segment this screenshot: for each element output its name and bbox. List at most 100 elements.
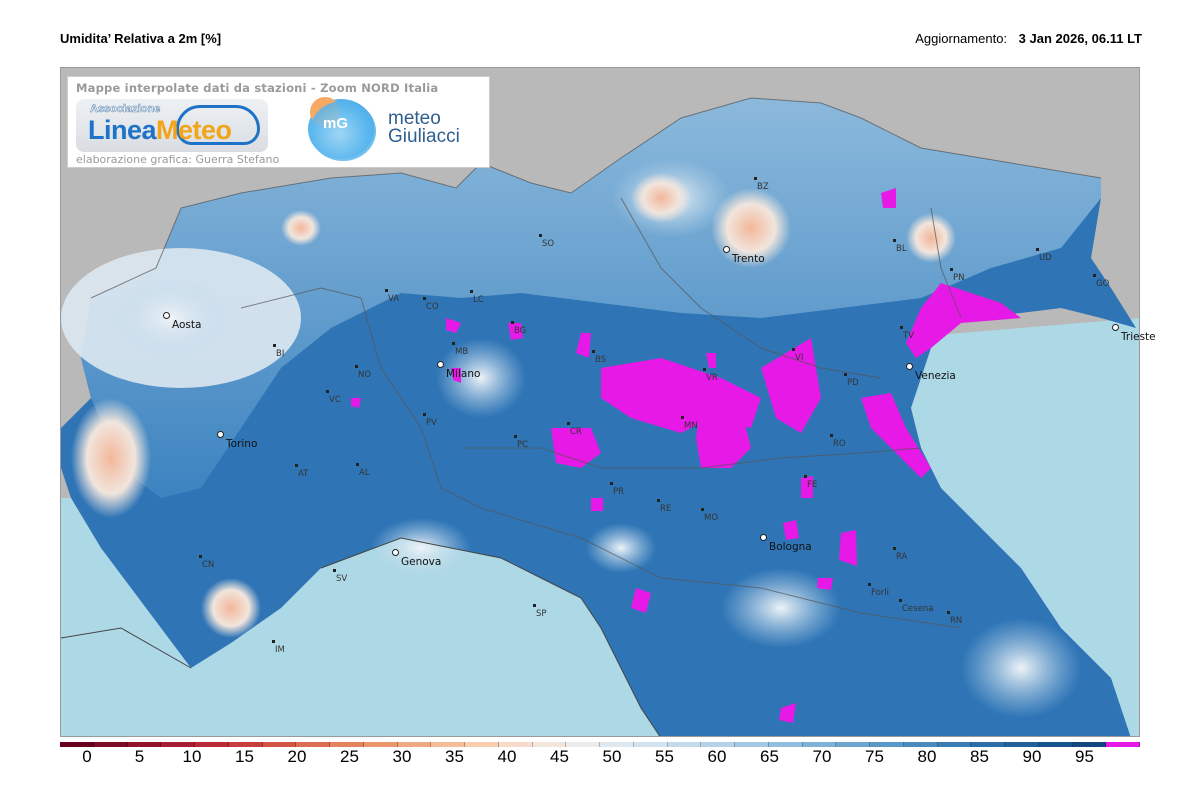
city-label: Trieste [1121,331,1156,343]
colorbar-tick-label: 85 [970,747,989,766]
colorbar-segment [802,742,837,747]
city-label: Milano [446,368,481,380]
saturated-zones [351,188,1021,723]
mg-line2: Giuliacci [388,126,460,147]
colorbar-segment [903,742,938,747]
province-label: PC [517,440,529,450]
colorbar-segment [127,742,162,747]
colorbar [60,742,1140,747]
province-marker-icon [830,434,833,437]
colorbar-tick-label: 55 [655,747,674,766]
province-label: GO [1096,279,1110,289]
province-marker-icon [273,344,276,347]
province-marker-icon [950,268,953,271]
logo-name: LineaMeteo [88,115,232,146]
colorbar-tick-label: 20 [287,747,307,766]
province-marker-icon [511,321,514,324]
province-label: BI [276,349,285,359]
province-marker-icon [681,416,684,419]
province-label: MN [684,421,698,431]
province-marker-icon [356,463,359,466]
city-marker-icon [723,246,730,253]
colorbar-segment [1005,742,1039,747]
colorbar-segment [870,742,904,747]
logo-assoc-text: Associazione [90,103,161,116]
colorbar-tick-label: 75 [865,747,884,766]
province-marker-icon [899,599,902,602]
mg-wordmark: meteo Giuliacci [388,108,460,147]
colorbar-tick-label: 30 [392,747,412,766]
colorbar-segment [566,742,600,747]
colorbar-tick-label: 25 [340,747,359,766]
city-marker-icon [906,363,913,370]
colorbar-segment [228,742,263,747]
province-label: Forli [871,588,890,598]
province-label: NO [358,370,372,380]
province-marker-icon [333,569,336,572]
colorbar-segment [498,742,533,747]
province-label: UD [1039,253,1052,263]
province-label: RO [833,439,846,449]
province-marker-icon [792,348,795,351]
colorbar-tick-label: 0 [82,747,92,766]
colorbar-segment [768,742,803,747]
province-label: MB [455,347,469,357]
colorbar-segment [465,742,499,747]
colorbar-segment [1106,742,1140,747]
province-marker-icon [754,177,757,180]
province-label: VR [706,373,718,383]
province-label: SO [542,239,555,249]
city-label: Trento [732,253,765,265]
meteogiuliacci-bubble [310,101,376,161]
colorbar-segment [532,742,567,747]
province-label: BG [514,326,527,336]
colorbar-segment [431,742,465,747]
province-marker-icon [1036,248,1039,251]
province-marker-icon [703,368,706,371]
colorbar-segment [262,742,297,747]
province-marker-icon [385,289,388,292]
province-label: PR [613,487,625,497]
colorbar-tick-label: 60 [707,747,727,766]
province-marker-icon [592,350,595,353]
colorbar-tick-label: 10 [182,747,202,766]
province-marker-icon [470,290,473,293]
colorbar-tick-label: 50 [602,747,622,766]
city-marker-icon [163,312,170,319]
province-marker-icon [295,464,298,467]
colorbar-tick-label: 90 [1022,747,1042,766]
province-label: TV [903,331,915,341]
colorbar-tick-label: 5 [134,747,145,766]
colorbar-tick-label: 95 [1075,747,1094,766]
province-marker-icon [355,365,358,368]
province-label: RE [660,504,672,514]
province-label: RN [950,616,963,626]
mg-line1: meteo [388,108,441,129]
update-label: Aggiornamento: [915,31,1008,46]
city-marker-icon [760,534,767,541]
province-label: AT [298,469,309,479]
province-marker-icon [539,234,542,237]
province-label: IM [275,645,285,655]
colorbar-ticks: 0 5 10 15 20 25 30 35 40 45 50 55 60 65 70 75 80 85 90 95 [0,747,1200,771]
province-label: PN [953,273,965,283]
province-marker-icon [804,475,807,478]
city-label: Aosta [172,319,202,331]
colorbar-segment [633,742,668,747]
logo-name-a: Linea [88,115,157,145]
colorbar-segment [937,742,972,747]
colorbar-segment [1072,742,1107,747]
province-marker-icon [893,239,896,242]
city-label: Bologna [769,541,812,553]
city-marker-icon [217,431,224,438]
credits-heading: Mappe interpolate dati da stazioni - Zoo… [76,81,439,95]
province-label: CO [426,302,439,312]
mg-initials: mG [323,115,349,132]
province-marker-icon [844,373,847,376]
logo-name-b: Meteo [156,115,232,145]
city-label: Venezia [915,370,956,382]
colorbar-tick-label: 45 [550,747,569,766]
colorbar-tick-label: 15 [235,747,254,766]
colorbar-segment [93,742,128,747]
colorbar-segment [600,742,634,747]
